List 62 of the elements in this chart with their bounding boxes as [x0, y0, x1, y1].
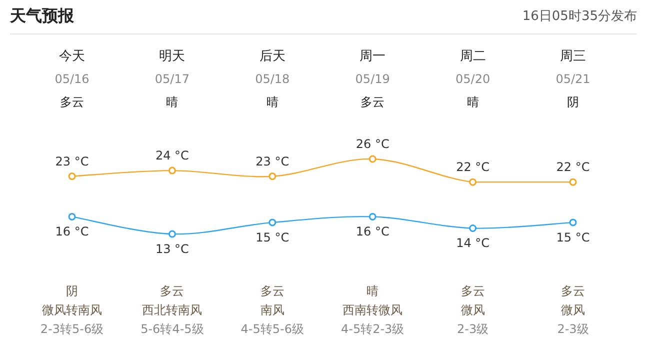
text: 05/19 [355, 72, 390, 86]
point [368, 212, 376, 220]
text: 西北转南风 [142, 303, 202, 317]
text: 05/18 [255, 72, 290, 86]
text: 4-5转5-6级 [240, 322, 304, 336]
text: 2-3转5-6级 [40, 322, 104, 336]
point [68, 172, 76, 180]
text: 多云 [260, 284, 284, 298]
text: 阴 [567, 95, 579, 109]
text: 晴 [266, 95, 278, 109]
text: 多云 [60, 95, 84, 109]
text: 2-3级 [557, 322, 589, 336]
text: 05/17 [154, 72, 190, 86]
point [68, 212, 76, 220]
text: 阴 [66, 284, 78, 298]
data-label: 16 °C [55, 224, 89, 239]
data-label: 26 °C [356, 137, 390, 151]
text: 05/21 [556, 72, 590, 86]
x-tick-label: 后天 [259, 49, 286, 64]
text: 2-3级 [456, 322, 489, 336]
text: 05/16 [54, 72, 90, 86]
text: 05/20 [456, 72, 490, 86]
data-label: 15 °C [256, 230, 290, 244]
text: 南风 [260, 303, 284, 317]
data-label: 22 °C [456, 160, 490, 174]
data-label: 23 °C [256, 154, 290, 168]
text: 多云 [561, 284, 585, 298]
data-label: 15 °C [556, 230, 590, 244]
data-label: 14 °C [456, 236, 490, 250]
point [569, 178, 577, 186]
text: 微风 [561, 303, 585, 317]
point [168, 230, 176, 238]
text: 多云 [460, 284, 485, 298]
point [268, 172, 276, 180]
text: 5-6转4-5级 [140, 322, 204, 336]
x-tick-label: 明天 [159, 49, 186, 64]
data-label: 13 °C [155, 242, 189, 256]
data-label: 22 °C [556, 160, 590, 174]
point [469, 178, 477, 186]
point [469, 224, 477, 232]
x-tick-label: 周二 [460, 49, 486, 64]
point [569, 218, 577, 226]
data-label: 16 °C [356, 224, 390, 239]
data-label: 23 °C [55, 154, 89, 168]
text: 多云 [160, 284, 184, 298]
text: 微风 [460, 303, 485, 317]
text: 晴 [166, 95, 178, 109]
text: 4-5转2-3级 [341, 322, 404, 336]
x-tick-label: 周一 [360, 49, 386, 64]
text: 西南转微风 [342, 303, 403, 317]
x-tick-label: 周三 [560, 49, 586, 64]
text: 微风转南风 [42, 303, 102, 317]
point [368, 155, 376, 163]
chart-title: 天气预报 [9, 6, 75, 25]
text: 多云 [360, 95, 385, 109]
x-tick-label: 今天 [59, 49, 85, 64]
point [268, 218, 276, 226]
data-label: 24 °C [155, 148, 189, 163]
text: 晴 [466, 95, 479, 109]
point [168, 166, 176, 174]
text: 晴 [366, 284, 379, 298]
chart-subtitle: 16日05时35分发布 [522, 9, 637, 24]
